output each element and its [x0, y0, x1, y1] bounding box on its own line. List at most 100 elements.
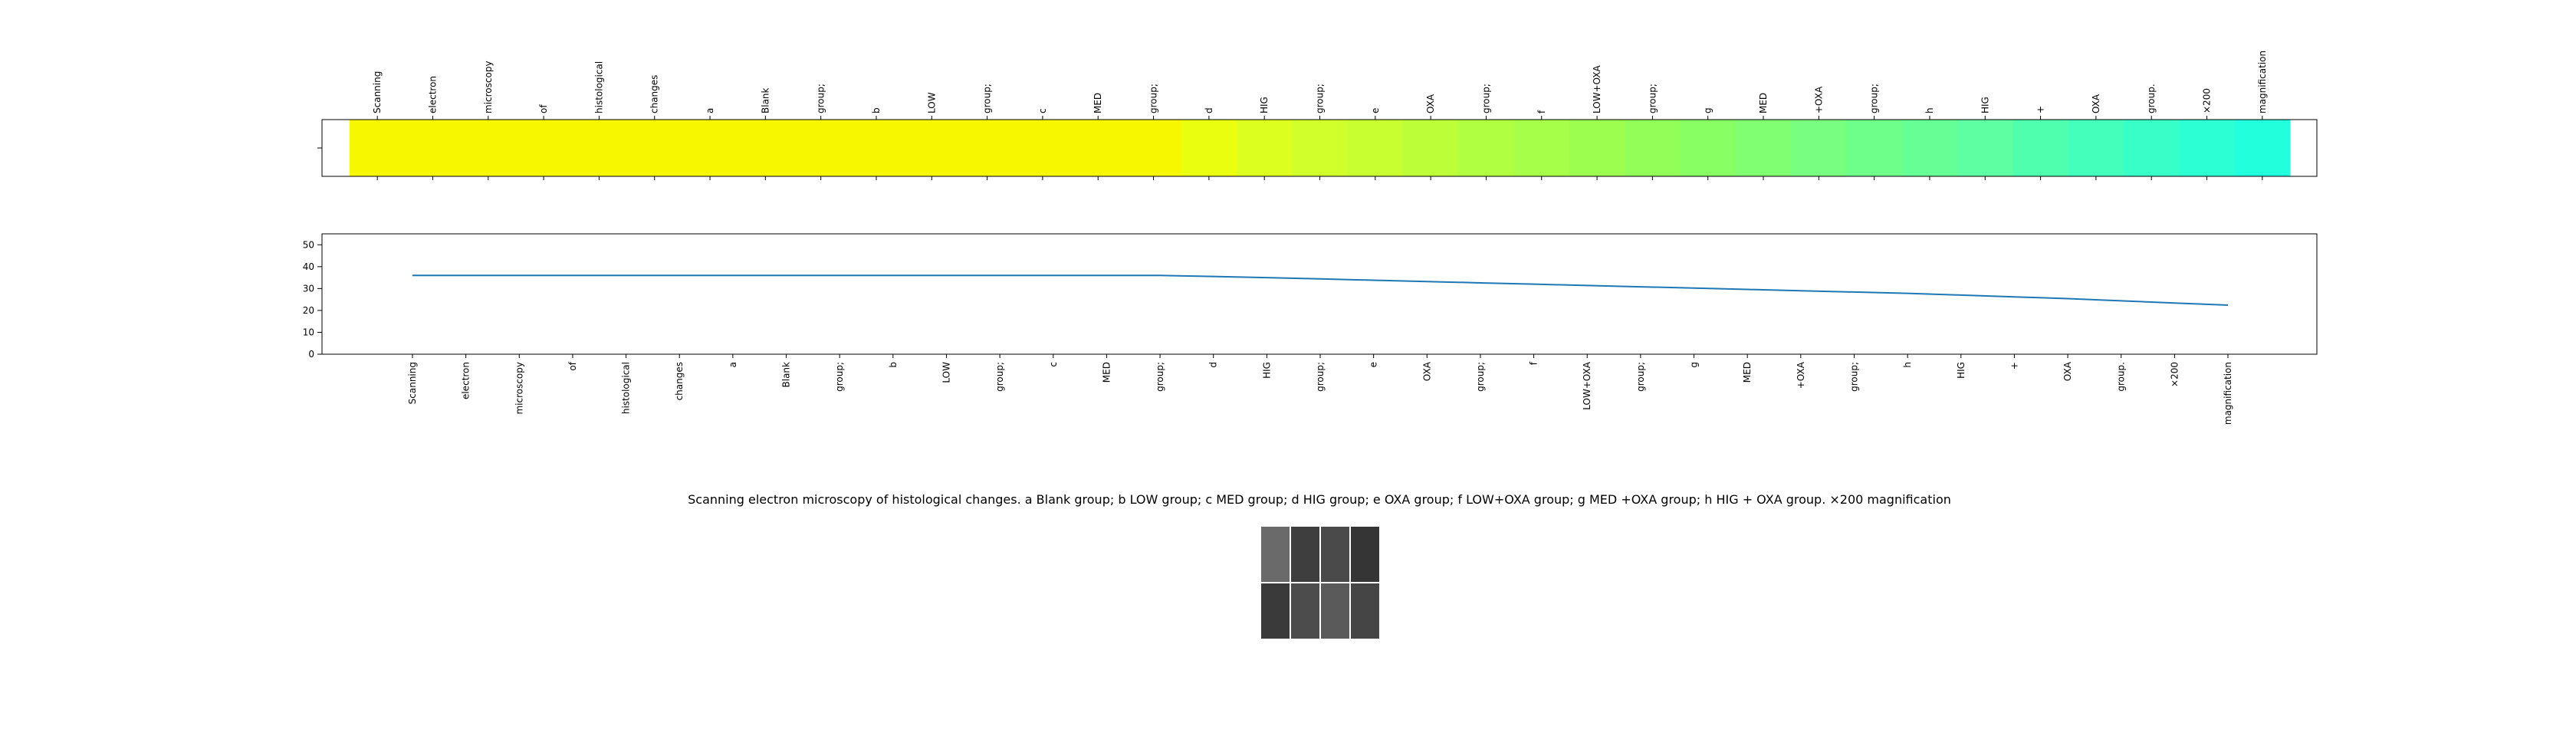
x-tick-label: group;: [1635, 362, 1646, 392]
x-tick-label: HIG: [1980, 97, 1990, 113]
x-tick-label: LOW: [941, 362, 951, 383]
heat-cell: [350, 120, 406, 176]
heat-cell: [959, 120, 1016, 176]
x-tick-label: OXA: [2062, 361, 2073, 381]
x-tick-label: ×200: [2202, 88, 2213, 113]
x-tick-label: c: [1037, 108, 1048, 113]
x-tick-label: group;: [816, 84, 826, 113]
x-tick-label: Blank: [781, 362, 792, 388]
x-tick-label: group;: [834, 362, 845, 392]
x-tick-label: electron: [461, 362, 472, 399]
caption: Scanning electron microscopy of histolog…: [688, 492, 1951, 507]
line: [412, 274, 2229, 307]
x-tick-label: MED: [1101, 362, 1112, 383]
heat-cell: [2124, 120, 2180, 176]
x-tick-label: LOW: [926, 92, 937, 113]
x-tick-label: group.: [2116, 362, 2127, 392]
x-tick-label: histological: [593, 61, 604, 113]
heat-cell: [1125, 120, 1182, 176]
x-tick-label: OXA: [2091, 94, 2101, 113]
x-tick-label: MED: [1092, 93, 1103, 113]
y-tick-label: 10: [303, 327, 314, 337]
x-tick-label: g: [1703, 107, 1714, 113]
x-tick-label: MED: [1742, 362, 1753, 383]
x-tick-label: h: [1924, 107, 1935, 113]
x-tick-label: of: [567, 361, 578, 370]
heat-cell: [738, 120, 794, 176]
heat-cell: [1181, 120, 1237, 176]
heat-cell: [2068, 120, 2124, 176]
x-tick-label: group;: [1480, 84, 1491, 113]
heat-cell: [515, 120, 572, 176]
heat-cell: [2234, 120, 2291, 176]
x-tick-label: group;: [1647, 84, 1658, 113]
x-tick-label: changes: [674, 362, 685, 400]
thumb-panel: [1291, 527, 1319, 582]
x-tick-label: microscopy: [483, 61, 494, 113]
x-tick-label: group;: [994, 362, 1005, 392]
x-tick-label: e: [1368, 362, 1379, 367]
heat-cell: [1292, 120, 1349, 176]
thumb-panel: [1351, 583, 1379, 639]
heat-cell: [1458, 120, 1515, 176]
x-tick-label: c: [1048, 362, 1059, 367]
heat-cell: [1014, 120, 1071, 176]
x-tick-label: +OXA: [1813, 86, 1824, 113]
x-tick-label: b: [871, 107, 882, 113]
x-tick-label: f: [1536, 110, 1547, 113]
y-tick-label: 50: [303, 239, 314, 250]
x-tick-label: group;: [1848, 362, 1859, 392]
x-tick-label: b: [888, 362, 899, 368]
x-tick-label: group.: [2146, 84, 2157, 113]
x-tick-label: group;: [1315, 362, 1326, 392]
x-tick-label: group;: [1155, 362, 1165, 392]
heat-cell: [460, 120, 517, 176]
x-tick-label: e: [1370, 108, 1381, 113]
x-tick-label: f: [1529, 361, 1539, 365]
x-tick-label: d: [1208, 362, 1219, 368]
x-tick-label: h: [1902, 362, 1913, 368]
x-tick-label: LOW+OXA: [1592, 64, 1602, 113]
x-tick-label: +OXA: [1796, 361, 1806, 389]
heat-cell: [626, 120, 683, 176]
x-tick-label: of: [538, 104, 549, 113]
heat-cell: [1513, 120, 1570, 176]
heat-cell: [571, 120, 628, 176]
x-tick-label: Scanning: [407, 362, 418, 404]
x-tick-label: HIG: [1259, 97, 1270, 113]
thumb-panel: [1261, 527, 1290, 582]
x-tick-label: g: [1689, 362, 1700, 368]
x-tick-label: group;: [1148, 84, 1159, 113]
x-tick-label: +: [2009, 362, 2019, 370]
heat-cell: [1347, 120, 1404, 176]
x-tick-label: histological: [621, 362, 632, 414]
heat-cell: [904, 120, 960, 176]
x-tick-label: ×200: [2169, 362, 2180, 387]
thumb-panel: [1261, 583, 1290, 639]
x-tick-label: magnification: [2257, 51, 2268, 113]
heat-cell: [405, 120, 462, 176]
y-tick-label: 30: [303, 283, 314, 294]
heat-cell: [1791, 120, 1847, 176]
heat-cell: [793, 120, 849, 176]
thumbnail: [1260, 526, 1380, 639]
x-tick-label: OXA: [1421, 361, 1432, 381]
heat-cell: [682, 120, 738, 176]
x-tick-label: d: [1204, 107, 1214, 113]
heat-cell: [1625, 120, 1681, 176]
heat-cell: [1070, 120, 1126, 176]
heat-cell: [2179, 120, 2236, 176]
thumb-panel: [1321, 583, 1349, 639]
x-tick-label: group;: [982, 84, 993, 113]
heat-cell: [1402, 120, 1459, 176]
heat-cell: [1237, 120, 1293, 176]
x-tick-label: Scanning: [372, 71, 383, 113]
line-frame: [321, 233, 2318, 355]
x-tick-label: OXA: [1425, 94, 1436, 113]
y-tick-label: 40: [303, 261, 314, 272]
heat-cell: [1957, 120, 2013, 176]
x-tick-label: electron: [427, 76, 438, 113]
x-tick-label: group;: [1315, 84, 1326, 113]
